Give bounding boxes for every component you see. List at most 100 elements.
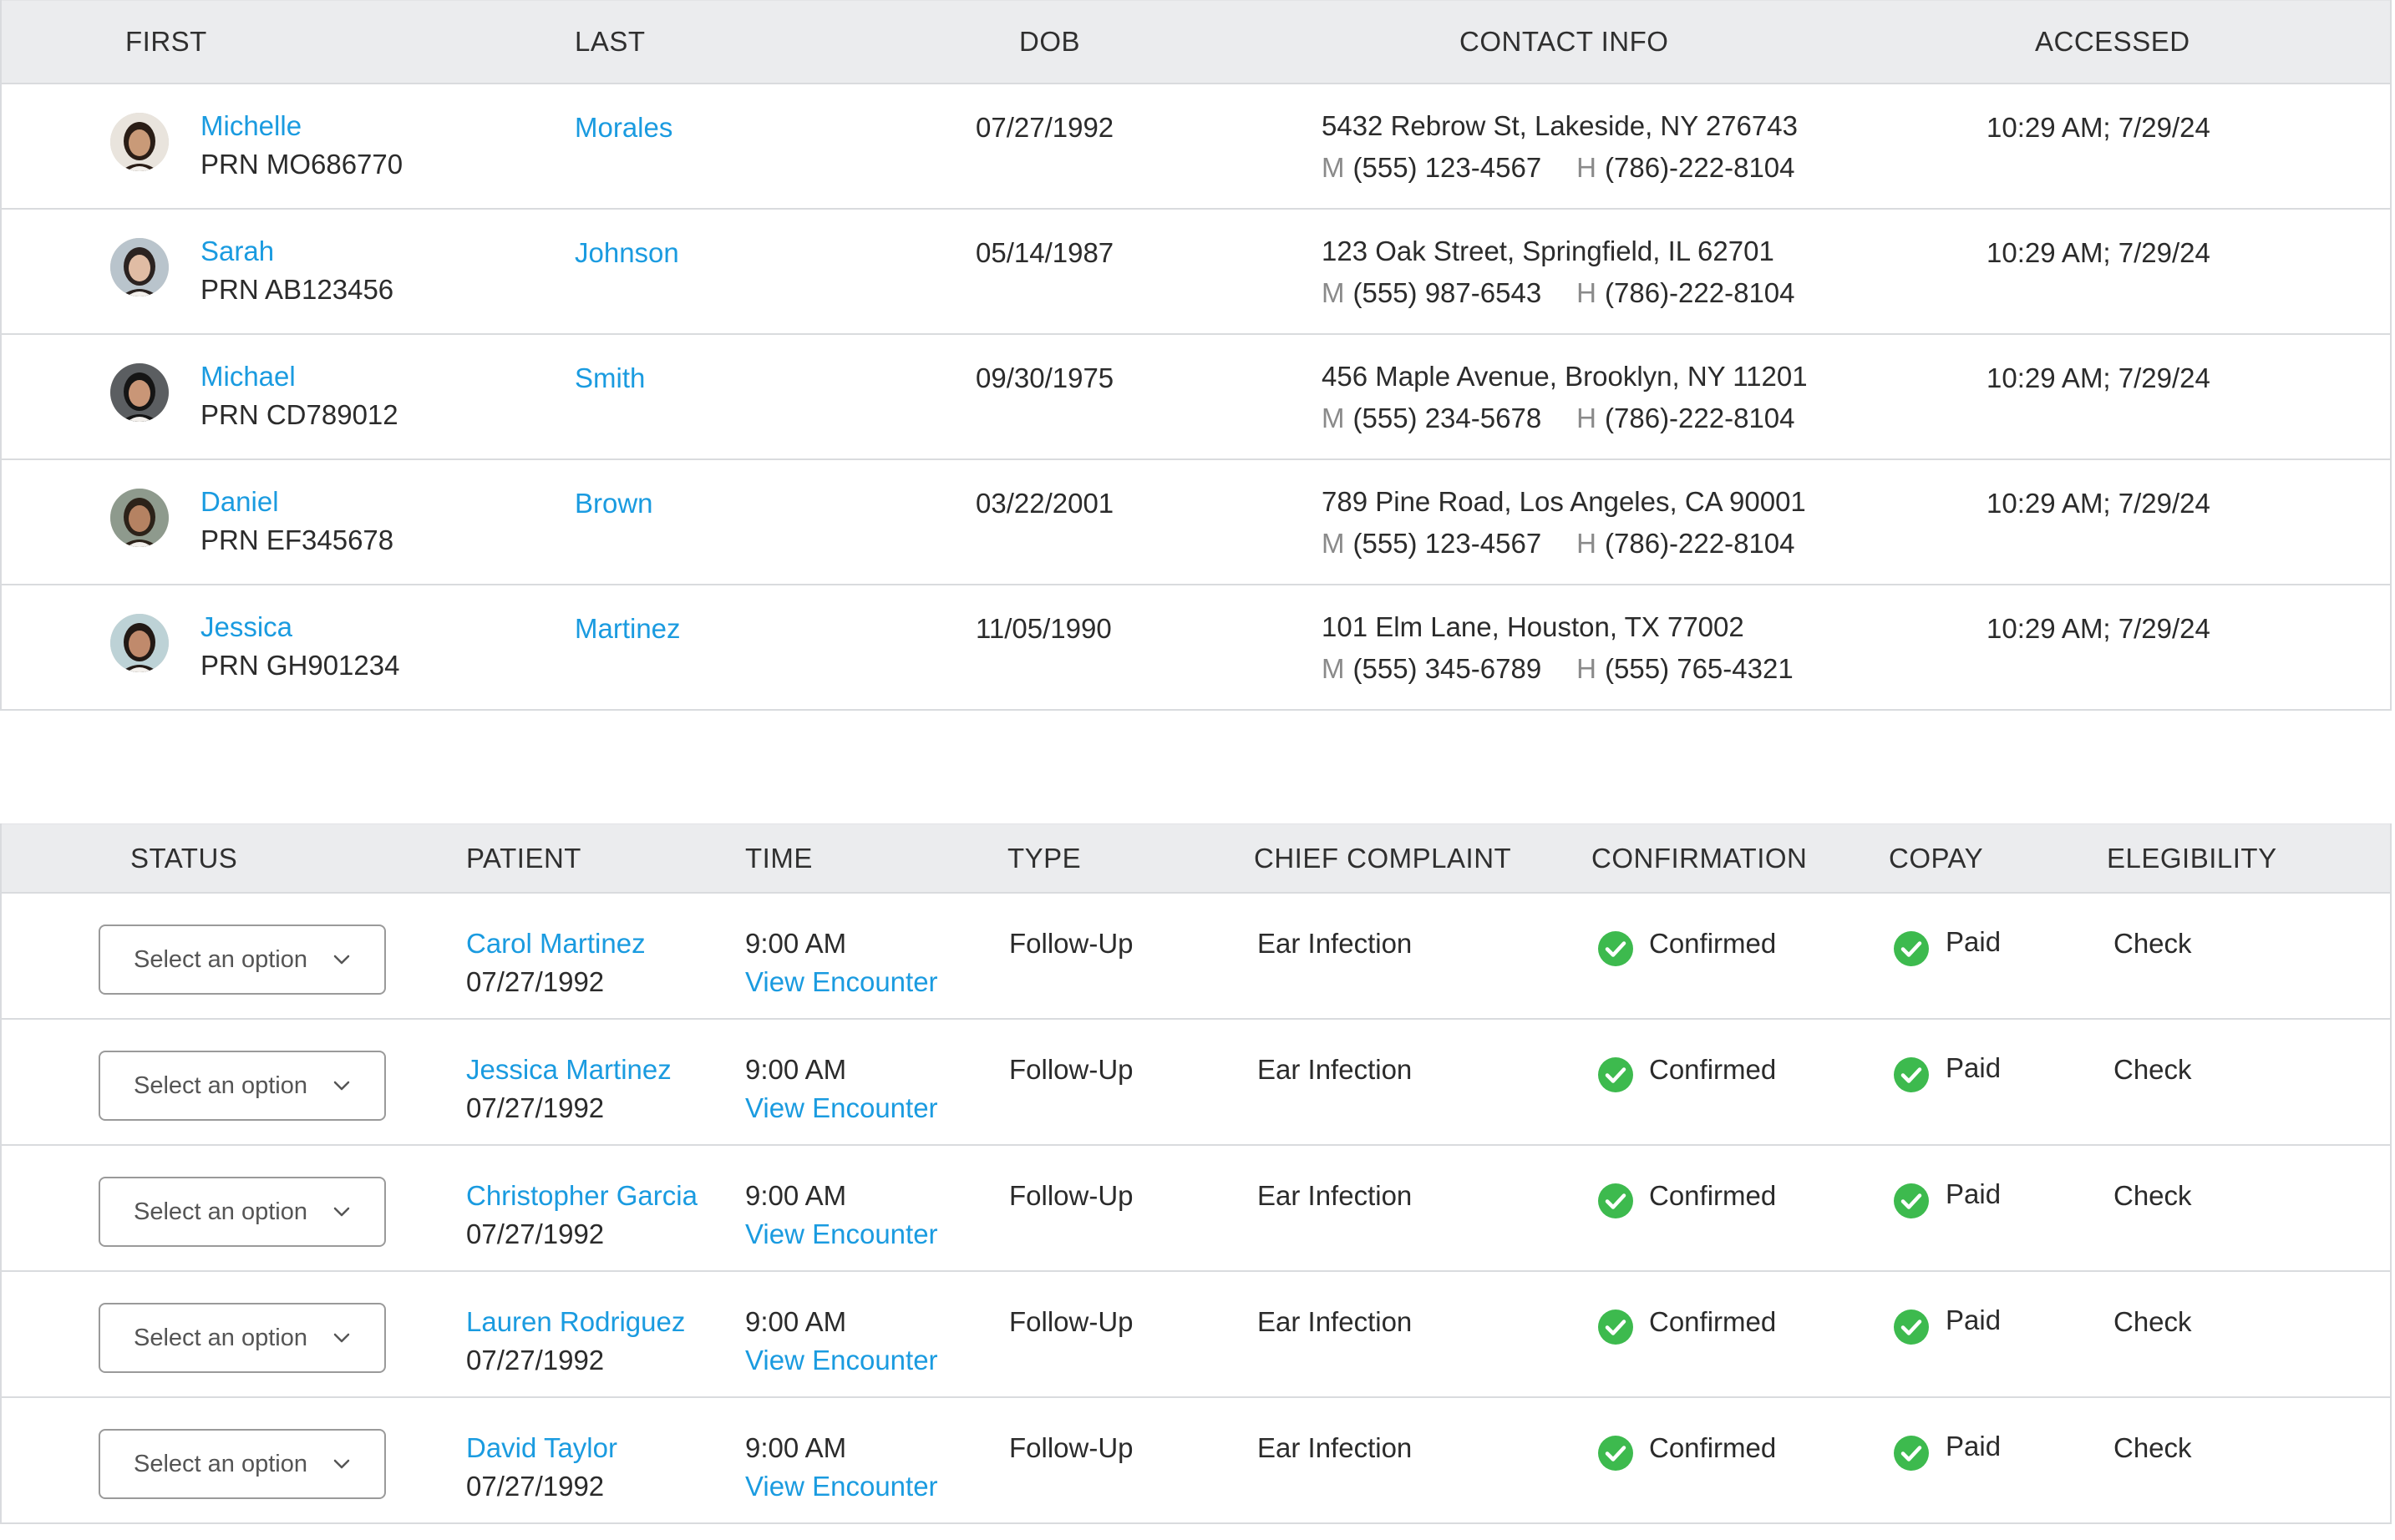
check-circle-icon xyxy=(1893,1056,1930,1093)
patient-phones: M (555) 345-6789 H (555) 765-4321 xyxy=(1322,652,1794,686)
patient-name-link[interactable]: Jessica Martinez xyxy=(466,1054,672,1085)
patient-name-link[interactable]: Christopher Garcia xyxy=(466,1180,698,1211)
patient-prn: PRN AB123456 xyxy=(200,274,394,305)
column-header-accessed[interactable]: ACCESSED xyxy=(2035,26,2190,57)
patient-last-name-link[interactable]: Morales xyxy=(575,112,673,143)
confirmation-status: Confirmed xyxy=(1649,928,1777,959)
view-encounter-link[interactable]: View Encounter xyxy=(745,1471,938,1502)
patient-last-name-link[interactable]: Martinez xyxy=(575,613,681,644)
copay-status: Paid xyxy=(1946,1431,2002,1461)
column-header-confirmation[interactable]: CONFIRMATION xyxy=(1591,843,1808,874)
column-header-contact-info[interactable]: CONTACT INFO xyxy=(1459,26,1669,57)
patient-dob: 05/14/1987 xyxy=(976,237,1114,268)
chevron-down-icon xyxy=(331,1178,353,1245)
table-row[interactable]: Select an option Jessica Martinez 07/27/19… xyxy=(2,1018,2390,1144)
status-select-placeholder: Select an option xyxy=(134,1198,307,1225)
chief-complaint: Ear Infection xyxy=(1257,1180,1413,1211)
column-header-last[interactable]: LAST xyxy=(575,26,646,57)
avatar xyxy=(110,113,169,171)
home-phone: (786)-222-8104 xyxy=(1605,403,1795,433)
table-row[interactable]: Michelle PRN MO686770 Morales 07/27/1992 543… xyxy=(2,83,2390,208)
status-select[interactable]: Select an option xyxy=(99,925,386,995)
patient-phones: M (555) 234-5678 H (786)-222-8104 xyxy=(1322,402,1795,435)
view-encounter-link[interactable]: View Encounter xyxy=(745,1345,938,1375)
patient-address: 789 Pine Road, Los Angeles, CA 90001 xyxy=(1322,486,1806,517)
column-header-chief-complaint[interactable]: CHIEF COMPLAINT xyxy=(1254,843,1512,874)
status-select[interactable]: Select an option xyxy=(99,1177,386,1247)
column-header-copay[interactable]: COPAY xyxy=(1889,843,1984,874)
mobile-phone: (555) 123-4567 xyxy=(1352,528,1542,559)
column-header-status[interactable]: STATUS xyxy=(130,843,238,874)
patient-name-link[interactable]: Carol Martinez xyxy=(466,928,646,959)
column-header-time[interactable]: TIME xyxy=(745,843,813,874)
mobile-phone: (555) 987-6543 xyxy=(1352,277,1542,308)
eligibility-check-link[interactable]: Check xyxy=(2113,1432,2192,1463)
view-encounter-link[interactable]: View Encounter xyxy=(745,966,938,997)
eligibility-check-link[interactable]: Check xyxy=(2113,1054,2192,1085)
status-select-placeholder: Select an option xyxy=(134,1451,307,1477)
patient-address: 5432 Rebrow St, Lakeside, NY 276743 xyxy=(1322,110,1798,141)
patient-prn: PRN EF345678 xyxy=(200,524,394,555)
confirmation-status: Confirmed xyxy=(1649,1180,1777,1211)
mobile-phone: (555) 123-4567 xyxy=(1352,152,1542,183)
column-header-eligibility[interactable]: ELEGIBILITY xyxy=(2107,843,2277,874)
copay-status: Paid xyxy=(1946,926,2002,957)
column-header-dob[interactable]: DOB xyxy=(1019,26,1081,57)
mobile-phone: (555) 234-5678 xyxy=(1352,403,1542,433)
avatar xyxy=(110,489,169,547)
table-row[interactable]: Sarah PRN AB123456 Johnson 05/14/1987 123 Oa… xyxy=(2,208,2390,333)
patient-dob: 07/27/1992 xyxy=(466,1092,605,1123)
patient-name-link[interactable]: Lauren Rodriguez xyxy=(466,1306,686,1337)
status-select[interactable]: Select an option xyxy=(99,1303,386,1373)
patients-table-body: Michelle PRN MO686770 Morales 07/27/1992 543… xyxy=(2,83,2390,709)
table-row[interactable]: Select an option Carol Martinez 07/27/1992… xyxy=(2,892,2390,1018)
avatar xyxy=(110,363,169,422)
column-header-type[interactable]: TYPE xyxy=(1007,843,1082,874)
patient-first-name-link[interactable]: Daniel xyxy=(200,486,279,517)
status-select[interactable]: Select an option xyxy=(99,1051,386,1121)
patient-phones: M (555) 123-4567 H (786)-222-8104 xyxy=(1322,527,1795,560)
patient-first-name-link[interactable]: Michelle xyxy=(200,110,302,141)
column-header-patient[interactable]: PATIENT xyxy=(466,843,581,874)
visit-type: Follow-Up xyxy=(1009,1054,1134,1085)
mobile-label: M xyxy=(1322,528,1345,559)
table-row[interactable]: Select an option David Taylor 07/27/1992 9:… xyxy=(2,1396,2390,1522)
appointment-time: 9:00 AM xyxy=(745,1180,847,1211)
patient-first-name-link[interactable]: Sarah xyxy=(200,236,275,266)
copay-status: Paid xyxy=(1946,1052,2002,1083)
patient-dob: 07/27/1992 xyxy=(976,112,1114,143)
check-circle-icon xyxy=(1597,1309,1634,1345)
table-row[interactable]: Jessica PRN GH901234 Martinez 11/05/1990 101… xyxy=(2,584,2390,709)
mobile-phone: (555) 345-6789 xyxy=(1352,653,1542,684)
patient-last-name-link[interactable]: Johnson xyxy=(575,237,679,268)
copay-status: Paid xyxy=(1946,1178,2002,1209)
patient-first-name-link[interactable]: Jessica xyxy=(200,611,293,642)
eligibility-check-link[interactable]: Check xyxy=(2113,1306,2192,1337)
table-row[interactable]: Select an option Christopher Garcia 07/27/… xyxy=(2,1144,2390,1270)
eligibility-check-link[interactable]: Check xyxy=(2113,928,2192,959)
view-encounter-link[interactable]: View Encounter xyxy=(745,1092,938,1123)
avatar-photo-icon xyxy=(110,614,169,672)
patient-first-name-link[interactable]: Michael xyxy=(200,361,296,392)
column-header-first[interactable]: FIRST xyxy=(125,26,207,57)
eligibility-check-link[interactable]: Check xyxy=(2113,1180,2192,1211)
table-row[interactable]: Daniel PRN EF345678 Brown 03/22/2001 789 Pin… xyxy=(2,458,2390,584)
patient-last-name-link[interactable]: Smith xyxy=(575,362,646,393)
home-phone: (786)-222-8104 xyxy=(1605,277,1795,308)
check-circle-icon xyxy=(1597,1183,1634,1219)
patients-table: FIRST LAST DOB CONTACT INFO ACCESSED Mic… xyxy=(0,0,2392,711)
patient-prn: PRN GH901234 xyxy=(200,650,400,681)
patient-dob: 07/27/1992 xyxy=(466,1218,605,1249)
copay-status: Paid xyxy=(1946,1304,2002,1335)
patient-address: 101 Elm Lane, Houston, TX 77002 xyxy=(1322,611,1744,642)
table-row[interactable]: Select an option Lauren Rodriguez 07/27/19… xyxy=(2,1270,2390,1396)
patient-dob: 07/27/1992 xyxy=(466,1345,605,1375)
chevron-down-icon xyxy=(331,926,353,993)
view-encounter-link[interactable]: View Encounter xyxy=(745,1218,938,1249)
visit-type: Follow-Up xyxy=(1009,1432,1134,1463)
status-select[interactable]: Select an option xyxy=(99,1429,386,1499)
patient-last-name-link[interactable]: Brown xyxy=(575,488,653,519)
patient-name-link[interactable]: David Taylor xyxy=(466,1432,617,1463)
table-row[interactable]: Michael PRN CD789012 Smith 09/30/1975 456 Ma… xyxy=(2,333,2390,458)
avatar-photo-icon xyxy=(110,238,169,296)
